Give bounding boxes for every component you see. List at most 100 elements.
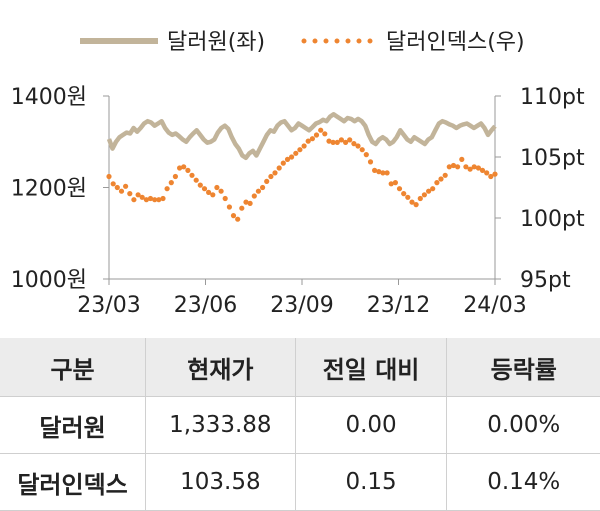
right-tick-label: 105pt [520, 146, 585, 171]
series-point-dxy [206, 189, 212, 195]
series-point-dxy [247, 200, 253, 206]
series-point-dxy [309, 136, 315, 142]
header-category: 구분 [0, 338, 146, 397]
header-price: 현재가 [145, 338, 296, 397]
series-point-dxy [442, 172, 448, 178]
series-point-dxy [185, 167, 191, 173]
left-tick-label: 1400원 [11, 85, 87, 110]
x-tick-label: 24/03 [463, 293, 526, 318]
row-change-rate: 0.00% [446, 396, 600, 454]
series-point-dxy [334, 139, 340, 145]
axis-labels: 1000원 1200원 1400원 95pt 100pt 105pt 110pt 23/03 2… [11, 85, 585, 318]
series-point-dxy [272, 170, 278, 176]
series-point-dxy [396, 186, 403, 192]
right-tick-label: 100pt [520, 207, 585, 232]
series-point-dxy [201, 186, 208, 192]
series-layer [106, 112, 498, 222]
series-point-dxy [380, 170, 386, 176]
series-point-dxy [168, 180, 174, 186]
row-price: 1,333.88 [145, 396, 296, 454]
x-tick-label: 23/12 [367, 293, 430, 318]
series-point-dxy [347, 137, 353, 143]
series-point-dxy [401, 191, 407, 197]
row-name: 달러원 [0, 396, 146, 454]
series-point-dxy [280, 160, 286, 166]
table-row: 달러인덱스 103.58 0.15 0.14% [0, 453, 600, 511]
series-point-dxy [434, 180, 440, 186]
series-point-dxy [268, 173, 274, 180]
series-point-dxy [293, 150, 299, 156]
right-tick-label: 95pt [520, 268, 571, 293]
series-point-dxy [388, 181, 394, 187]
x-tick-label: 23/03 [77, 293, 140, 318]
series-point-dxy [426, 188, 432, 194]
series-point-dxy [417, 195, 423, 202]
series-point-dxy [127, 191, 133, 197]
header-change-rate: 등락률 [446, 338, 600, 397]
legend: 달러원(좌) 달러인덱스(우) [80, 30, 525, 55]
row-change-rate: 0.14% [446, 453, 600, 511]
series-point-dxy [123, 183, 129, 189]
series-point-dxy [430, 186, 436, 192]
header-change: 전일 대비 [294, 338, 447, 397]
right-tick-label: 110pt [520, 85, 585, 110]
series-point-dxy [459, 156, 465, 162]
series-point-dxy [488, 173, 494, 180]
series-point-dxy [405, 194, 411, 200]
series-point-dxy [110, 181, 116, 187]
row-name: 달러인덱스 [0, 453, 146, 511]
series-point-dxy [367, 159, 374, 165]
series-point-dxy [143, 197, 149, 203]
series-point-dxy [455, 164, 461, 170]
series-point-dxy [135, 192, 141, 198]
series-point-dxy [359, 147, 365, 153]
series-point-dxy [376, 169, 382, 175]
series-point-dxy [218, 188, 224, 194]
table-header-row: 구분 현재가 전일 대비 등락률 [0, 338, 600, 397]
series-point-dxy [255, 188, 261, 194]
series-point-dxy [363, 152, 369, 158]
series-line-usdkrw [106, 112, 497, 161]
x-tick-label: 23/06 [174, 293, 237, 318]
series-point-dxy [409, 199, 415, 205]
series-point-dxy [230, 213, 237, 219]
series-point-dxy [338, 137, 344, 143]
series-point-dxy [152, 197, 158, 203]
series-point-dxy [450, 162, 457, 169]
series-point-dxy [297, 147, 303, 153]
series-point-dxy [235, 216, 241, 222]
series-point-dxy [276, 165, 282, 171]
series-point-dxy [114, 184, 120, 191]
series-point-dxy [355, 143, 361, 149]
legend-label-usdkrw: 달러원(좌) [167, 30, 265, 55]
series-point-dxy [326, 138, 332, 144]
series-point-dxy [301, 143, 307, 149]
series-point-dxy [372, 167, 378, 173]
series-point-dxy [330, 139, 336, 145]
series-point-dxy [322, 131, 328, 137]
series-point-dxy [156, 197, 162, 203]
legend-label-dxy: 달러인덱스(우) [386, 30, 525, 55]
series-point-dxy [413, 202, 419, 208]
quote-table: 구분 현재가 전일 대비 등락률 달러원 1,333.88 0.00 0.00%… [0, 338, 600, 511]
series-point-dxy [260, 184, 266, 191]
row-price: 103.58 [145, 453, 296, 511]
left-tick-label: 1000원 [11, 268, 87, 293]
series-point-dxy [193, 177, 199, 183]
x-tick-label: 23/09 [270, 293, 333, 318]
series-point-dxy [318, 127, 324, 133]
series-point-dxy [160, 195, 166, 202]
exchange-rate-chart: 달러원(좌) 달러인덱스(우) 1000원 1200원 1400원 95pt 100pt… [11, 30, 585, 318]
series-point-dxy [484, 170, 490, 176]
axis-ticks [103, 95, 501, 285]
series-point-dxy [313, 132, 320, 138]
series-point-dxy [139, 194, 145, 200]
series-point-dxy [239, 205, 245, 211]
series-point-dxy [189, 172, 195, 178]
series-point-dxy [131, 197, 137, 203]
series-point-dxy [343, 139, 349, 145]
series-point-dxy [475, 165, 481, 171]
series-point-dxy [264, 178, 270, 184]
series-point-dxy [438, 176, 444, 182]
series-point-dxy [479, 167, 486, 173]
